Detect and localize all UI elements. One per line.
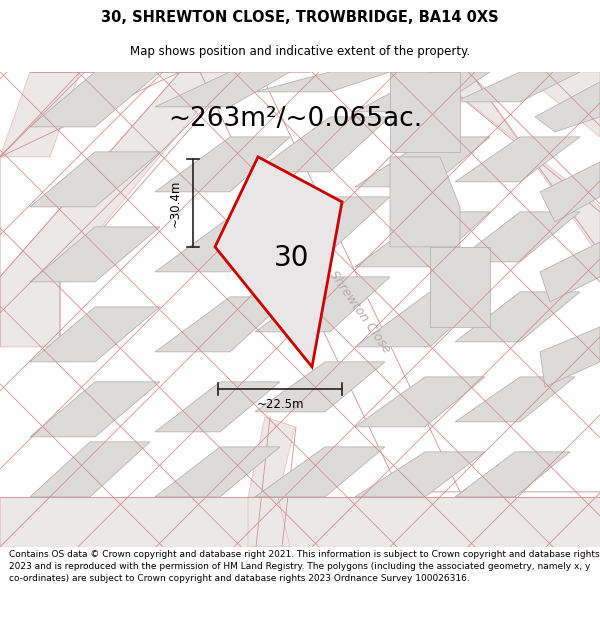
Polygon shape (540, 162, 600, 222)
Polygon shape (390, 72, 460, 152)
Text: 30: 30 (274, 244, 310, 272)
Polygon shape (255, 117, 390, 172)
Polygon shape (255, 197, 390, 252)
Polygon shape (455, 137, 580, 182)
Polygon shape (155, 447, 280, 497)
Polygon shape (430, 247, 490, 327)
Polygon shape (0, 72, 80, 157)
Polygon shape (155, 72, 290, 107)
Polygon shape (30, 152, 160, 207)
Text: 30, SHREWTON CLOSE, TROWBRIDGE, BA14 0XS: 30, SHREWTON CLOSE, TROWBRIDGE, BA14 0XS (101, 11, 499, 26)
Polygon shape (390, 157, 460, 247)
Polygon shape (455, 377, 575, 422)
Polygon shape (255, 72, 390, 92)
Text: ~263m²/~0.065ac.: ~263m²/~0.065ac. (168, 106, 422, 132)
Polygon shape (355, 137, 490, 187)
Polygon shape (30, 442, 150, 497)
Polygon shape (30, 72, 160, 127)
Polygon shape (455, 72, 580, 102)
Polygon shape (248, 497, 290, 547)
Polygon shape (155, 137, 290, 192)
Polygon shape (255, 277, 390, 332)
Text: Map shows position and indicative extent of the property.: Map shows position and indicative extent… (130, 45, 470, 58)
Polygon shape (540, 242, 600, 302)
Polygon shape (535, 82, 600, 132)
Polygon shape (455, 292, 580, 342)
Text: ~22.5m: ~22.5m (256, 398, 304, 411)
Polygon shape (355, 72, 490, 112)
Polygon shape (30, 307, 160, 362)
Polygon shape (255, 362, 385, 412)
Polygon shape (155, 297, 290, 352)
Polygon shape (248, 417, 295, 497)
Polygon shape (215, 157, 342, 367)
Polygon shape (255, 447, 385, 497)
Polygon shape (355, 212, 490, 267)
Polygon shape (455, 452, 570, 497)
Polygon shape (540, 327, 600, 387)
Polygon shape (355, 377, 485, 427)
Polygon shape (430, 72, 600, 257)
Polygon shape (355, 452, 485, 497)
Text: Contains OS data © Crown copyright and database right 2021. This information is : Contains OS data © Crown copyright and d… (9, 550, 599, 583)
Polygon shape (0, 497, 600, 547)
Polygon shape (155, 382, 280, 432)
Polygon shape (30, 227, 160, 282)
Polygon shape (155, 217, 290, 272)
Text: Shrewton Close: Shrewton Close (327, 268, 393, 356)
Text: ~30.4m: ~30.4m (169, 179, 182, 226)
Polygon shape (455, 212, 580, 262)
Polygon shape (30, 382, 160, 437)
Polygon shape (355, 292, 490, 347)
Polygon shape (0, 72, 230, 347)
Polygon shape (520, 72, 600, 137)
